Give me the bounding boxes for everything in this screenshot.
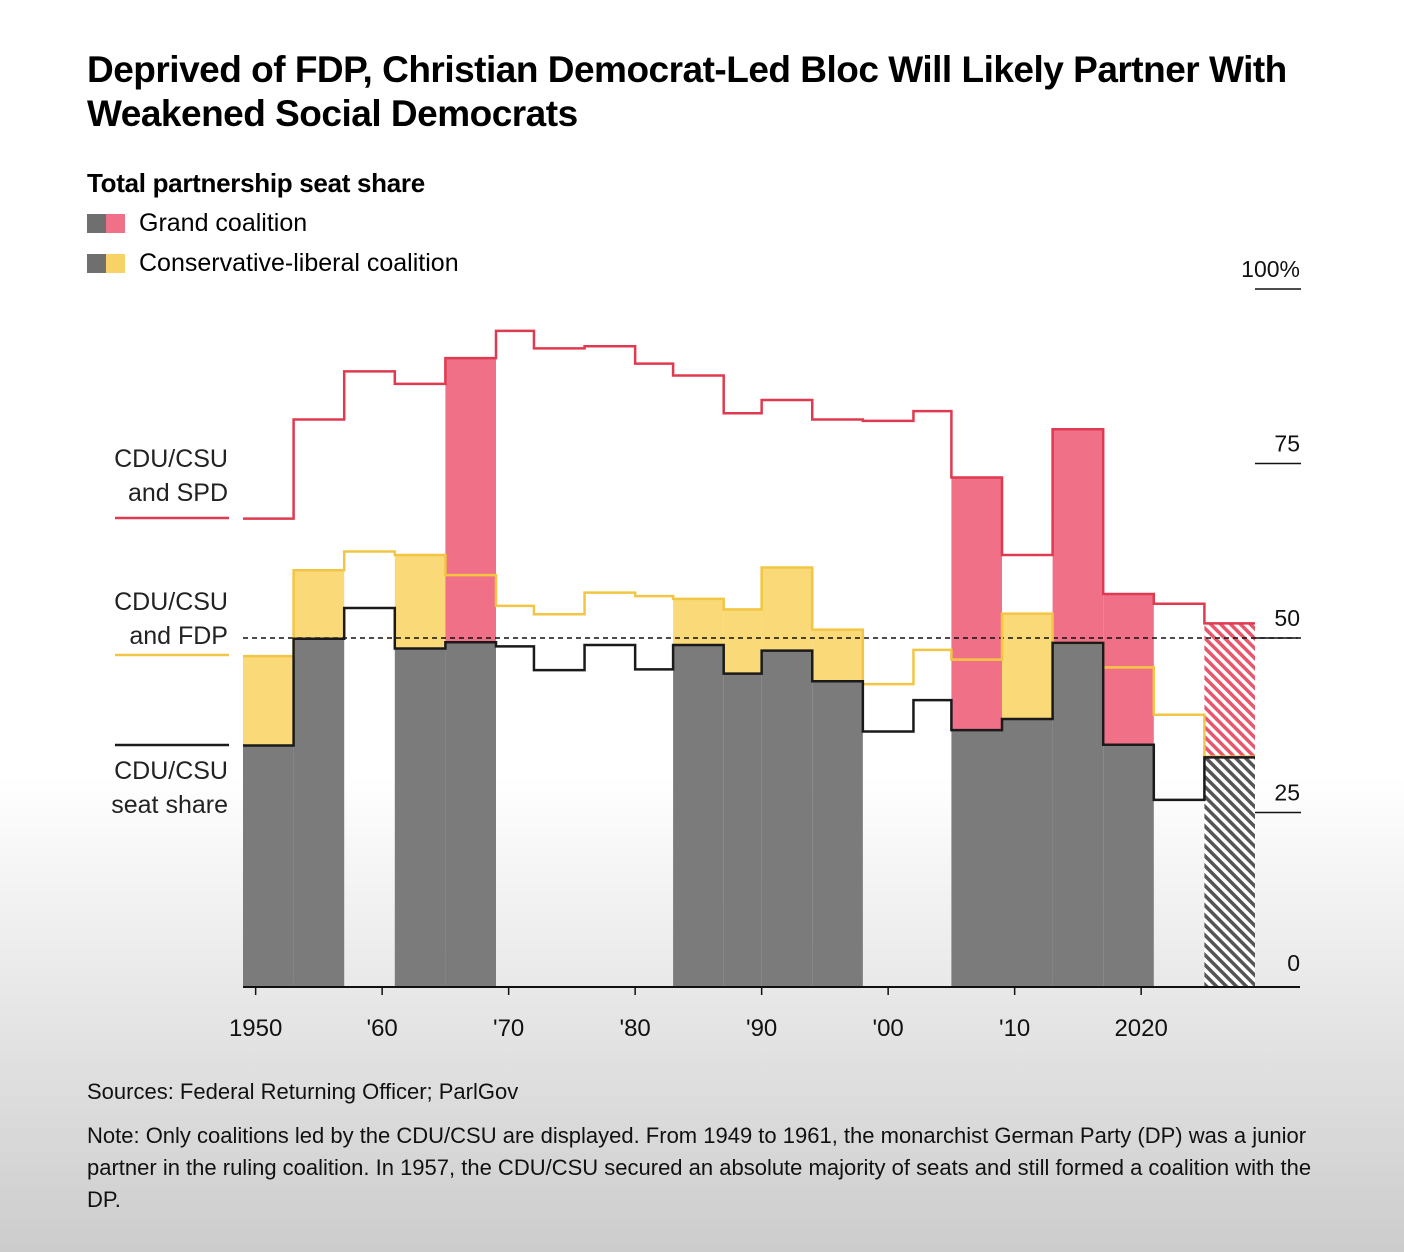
series-lines bbox=[243, 329, 1255, 802]
spd-partner-bar bbox=[1052, 429, 1104, 643]
label-cdu-fdp-text: and FDP bbox=[129, 622, 228, 650]
chart-area: 100% 75 50 25 0 1950 '60 '70 '80 '90 '00 '10 2020 C… bbox=[111, 256, 1301, 1042]
legend-swatch-fdp bbox=[106, 253, 125, 273]
x-tick-label: '90 bbox=[746, 1015, 777, 1042]
coalition-bars bbox=[243, 358, 1255, 987]
spd-partner-bar bbox=[445, 358, 496, 643]
cdu-seat-bar bbox=[243, 745, 294, 987]
y-tick-label: 100% bbox=[1241, 256, 1300, 282]
x-tick-label: '00 bbox=[873, 1015, 904, 1042]
fdp-partner-bar bbox=[673, 598, 724, 645]
legend-item-conservative-liberal: Conservative-liberal coalition bbox=[87, 248, 459, 278]
x-tick-label: 2020 bbox=[1114, 1015, 1167, 1042]
legend-swatch-cdu bbox=[87, 213, 106, 233]
cdu-seat-bar bbox=[812, 681, 863, 987]
fdp-partner-bar bbox=[243, 656, 294, 746]
label-cdu-spd-text: CDU/CSU bbox=[114, 445, 228, 473]
spd-partner-bar bbox=[951, 477, 1002, 731]
cdu-spd-line bbox=[243, 329, 1255, 625]
footer-note: Note: Only coalitions led by the CDU/CSU… bbox=[87, 1123, 1312, 1212]
x-tick-label: '60 bbox=[367, 1015, 398, 1042]
cdu-seat-bar bbox=[1002, 718, 1053, 987]
cdu-seat-bar bbox=[1103, 744, 1154, 987]
legend-swatch-cdu bbox=[87, 253, 106, 273]
x-axis: 1950 '60 '70 '80 '90 '00 '10 2020 bbox=[229, 986, 1300, 1042]
cdu-seat-bar bbox=[723, 673, 762, 987]
projected-cdu-bar bbox=[1204, 757, 1255, 987]
x-tick-label: '10 bbox=[999, 1015, 1030, 1042]
legend-item-grand-coalition: Grand coalition bbox=[87, 208, 307, 238]
cdu-seat-bar bbox=[673, 644, 724, 987]
y-axis: 100% 75 50 25 0 bbox=[1241, 256, 1301, 976]
fdp-partner-bar bbox=[1002, 613, 1053, 719]
series-labels: CDU/CSU and SPD CDU/CSU and FDP CDU/CSU seat … bbox=[111, 445, 229, 819]
cdu-seat-bar bbox=[1052, 642, 1104, 987]
y-tick-label: 50 bbox=[1274, 605, 1300, 631]
cdu-seat-share-line bbox=[243, 606, 1255, 802]
spd-partner-bar bbox=[1103, 594, 1154, 745]
legend-swatch-spd bbox=[106, 213, 125, 233]
x-tick-label: '80 bbox=[620, 1015, 651, 1042]
fdp-partner-bar bbox=[723, 609, 762, 674]
cdu-seat-bar bbox=[445, 642, 496, 987]
chart-subtitle: Total partnership seat share bbox=[87, 168, 425, 198]
y-tick-label: 0 bbox=[1287, 950, 1300, 976]
fdp-partner-bar bbox=[394, 554, 446, 649]
label-cdu-spd-text: and SPD bbox=[128, 479, 228, 507]
fdp-partner-bar bbox=[761, 567, 813, 651]
label-cdu-seat-share-text: CDU/CSU bbox=[114, 757, 228, 785]
cdu-seat-bar bbox=[293, 638, 345, 987]
x-tick-label: '70 bbox=[493, 1015, 524, 1042]
label-cdu-seat-share-text: seat share bbox=[111, 791, 228, 819]
y-tick-label: 75 bbox=[1274, 431, 1300, 457]
y-tick-label: 25 bbox=[1274, 780, 1300, 806]
cdu-seat-bar bbox=[951, 730, 1002, 987]
cdu-seat-bar bbox=[394, 648, 446, 987]
label-cdu-fdp-text: CDU/CSU bbox=[114, 588, 228, 616]
fdp-partner-bar bbox=[293, 570, 345, 639]
legend-label: Grand coalition bbox=[139, 208, 308, 237]
x-tick-label: 1950 bbox=[229, 1015, 282, 1042]
chart-title: Deprived of FDP, Christian Democrat-Led … bbox=[87, 49, 1287, 134]
cdu-seat-bar bbox=[761, 650, 813, 987]
projected-spd-bar bbox=[1204, 623, 1255, 758]
legend-label: Conservative-liberal coalition bbox=[139, 248, 459, 277]
footer-sources: Sources: Federal Returning Officer; Parl… bbox=[87, 1079, 519, 1104]
